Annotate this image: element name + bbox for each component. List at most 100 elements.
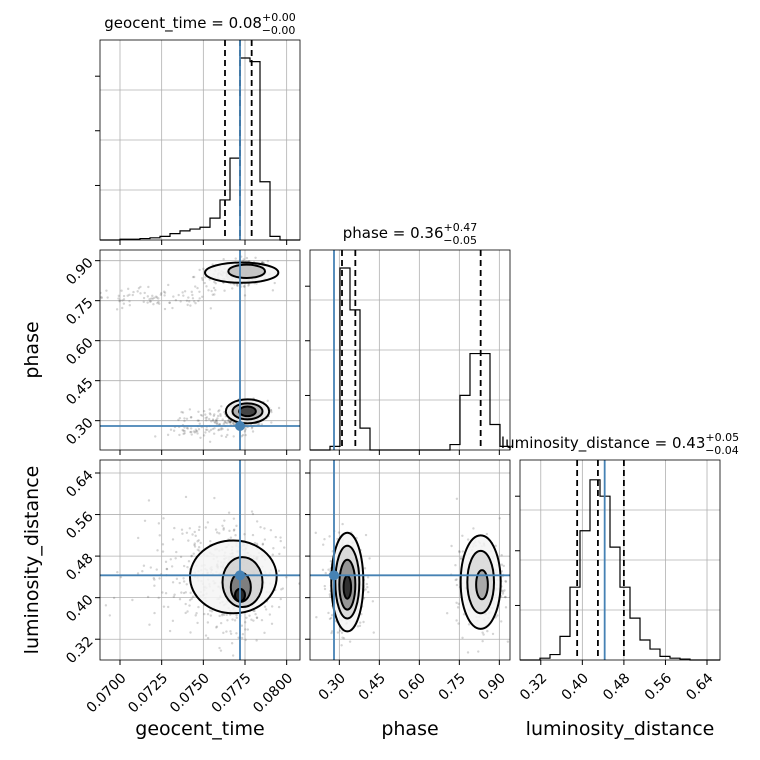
sample-point bbox=[118, 299, 121, 302]
sample-point bbox=[202, 409, 206, 413]
sample-point bbox=[280, 588, 283, 591]
sample-point bbox=[264, 608, 268, 611]
sample-point bbox=[208, 417, 211, 421]
sample-point bbox=[229, 420, 232, 423]
sample-point bbox=[323, 538, 326, 541]
sample-point bbox=[211, 418, 215, 421]
density-contour bbox=[342, 574, 353, 600]
sample-point bbox=[185, 531, 189, 534]
sample-point bbox=[223, 519, 226, 522]
sample-point bbox=[254, 613, 257, 616]
sample-point bbox=[243, 533, 246, 536]
sample-point bbox=[500, 563, 504, 566]
sample-point bbox=[153, 584, 156, 587]
sample-point bbox=[240, 624, 244, 627]
sample-point bbox=[244, 428, 247, 431]
sample-point bbox=[155, 296, 159, 299]
sample-point bbox=[183, 426, 186, 429]
sample-point bbox=[226, 428, 230, 431]
sample-point bbox=[163, 294, 166, 297]
sample-point bbox=[184, 611, 187, 615]
sample-point bbox=[324, 571, 327, 575]
sample-point bbox=[121, 306, 124, 310]
sample-point bbox=[270, 605, 274, 608]
sample-point bbox=[371, 600, 375, 603]
title-median: 0.43 bbox=[672, 434, 705, 452]
sample-point bbox=[179, 300, 182, 303]
sample-point bbox=[181, 428, 184, 432]
sample-point bbox=[244, 628, 247, 631]
sample-point bbox=[214, 288, 217, 292]
sample-point bbox=[222, 422, 225, 426]
sample-point bbox=[250, 618, 253, 621]
sample-point bbox=[158, 302, 161, 306]
sample-point bbox=[461, 534, 464, 537]
sample-point bbox=[244, 638, 247, 642]
sample-point bbox=[202, 434, 206, 437]
sample-point bbox=[328, 593, 331, 596]
sample-point bbox=[196, 540, 199, 543]
sample-point bbox=[248, 614, 251, 617]
sample-point bbox=[268, 613, 272, 616]
x-tick-label: 0.0700 bbox=[84, 670, 130, 716]
sample-point bbox=[221, 612, 224, 616]
sample-point bbox=[147, 285, 150, 289]
sample-point bbox=[202, 267, 205, 271]
sample-point bbox=[188, 300, 191, 303]
sample-point bbox=[455, 497, 459, 500]
sample-point bbox=[191, 595, 195, 598]
sample-point bbox=[228, 529, 231, 533]
sample-point bbox=[148, 300, 152, 303]
y-tick-label: 0.40 bbox=[63, 592, 96, 625]
sample-point bbox=[235, 616, 238, 620]
sample-point bbox=[240, 636, 244, 640]
sample-point bbox=[241, 433, 245, 437]
sample-point bbox=[457, 622, 460, 625]
sample-point bbox=[462, 613, 466, 616]
sample-point bbox=[255, 520, 259, 523]
sample-point bbox=[108, 614, 112, 617]
scatter-geocent_time-vs-luminosity_distance bbox=[92, 495, 300, 657]
sample-point bbox=[137, 287, 141, 290]
sample-point bbox=[92, 534, 94, 536]
sample-point bbox=[153, 578, 156, 581]
sample-point bbox=[205, 419, 208, 422]
sample-point bbox=[173, 593, 176, 596]
sample-point bbox=[186, 303, 189, 307]
y-tick-label: 0.56 bbox=[63, 509, 96, 542]
sample-point bbox=[455, 578, 458, 581]
sample-point bbox=[175, 577, 179, 581]
sample-point bbox=[246, 628, 250, 631]
sample-point bbox=[252, 619, 255, 622]
sample-point bbox=[272, 547, 275, 550]
sample-point bbox=[143, 291, 146, 295]
sample-point bbox=[163, 307, 167, 311]
sample-point bbox=[183, 290, 187, 293]
sample-point bbox=[212, 432, 216, 435]
sample-point bbox=[232, 529, 236, 532]
sample-point bbox=[244, 433, 247, 437]
sample-point bbox=[233, 528, 236, 531]
sample-point bbox=[210, 289, 213, 293]
y-tick-label: 0.32 bbox=[63, 634, 96, 667]
sample-point bbox=[193, 530, 196, 534]
sample-point bbox=[172, 595, 176, 598]
sample-point bbox=[500, 554, 503, 557]
sample-point bbox=[165, 567, 168, 571]
sample-point bbox=[216, 417, 219, 420]
sample-point bbox=[250, 427, 254, 430]
sample-point bbox=[251, 430, 255, 433]
sample-point bbox=[233, 283, 236, 286]
sample-point bbox=[172, 295, 175, 298]
sample-point bbox=[298, 582, 300, 585]
sample-point bbox=[151, 297, 155, 300]
sample-point bbox=[227, 511, 231, 514]
sample-point bbox=[504, 606, 508, 609]
sample-point bbox=[197, 428, 201, 431]
sample-point bbox=[197, 299, 200, 303]
sample-point bbox=[500, 620, 503, 623]
sample-point bbox=[207, 289, 210, 292]
sample-point bbox=[356, 625, 360, 628]
sample-point bbox=[213, 280, 216, 284]
